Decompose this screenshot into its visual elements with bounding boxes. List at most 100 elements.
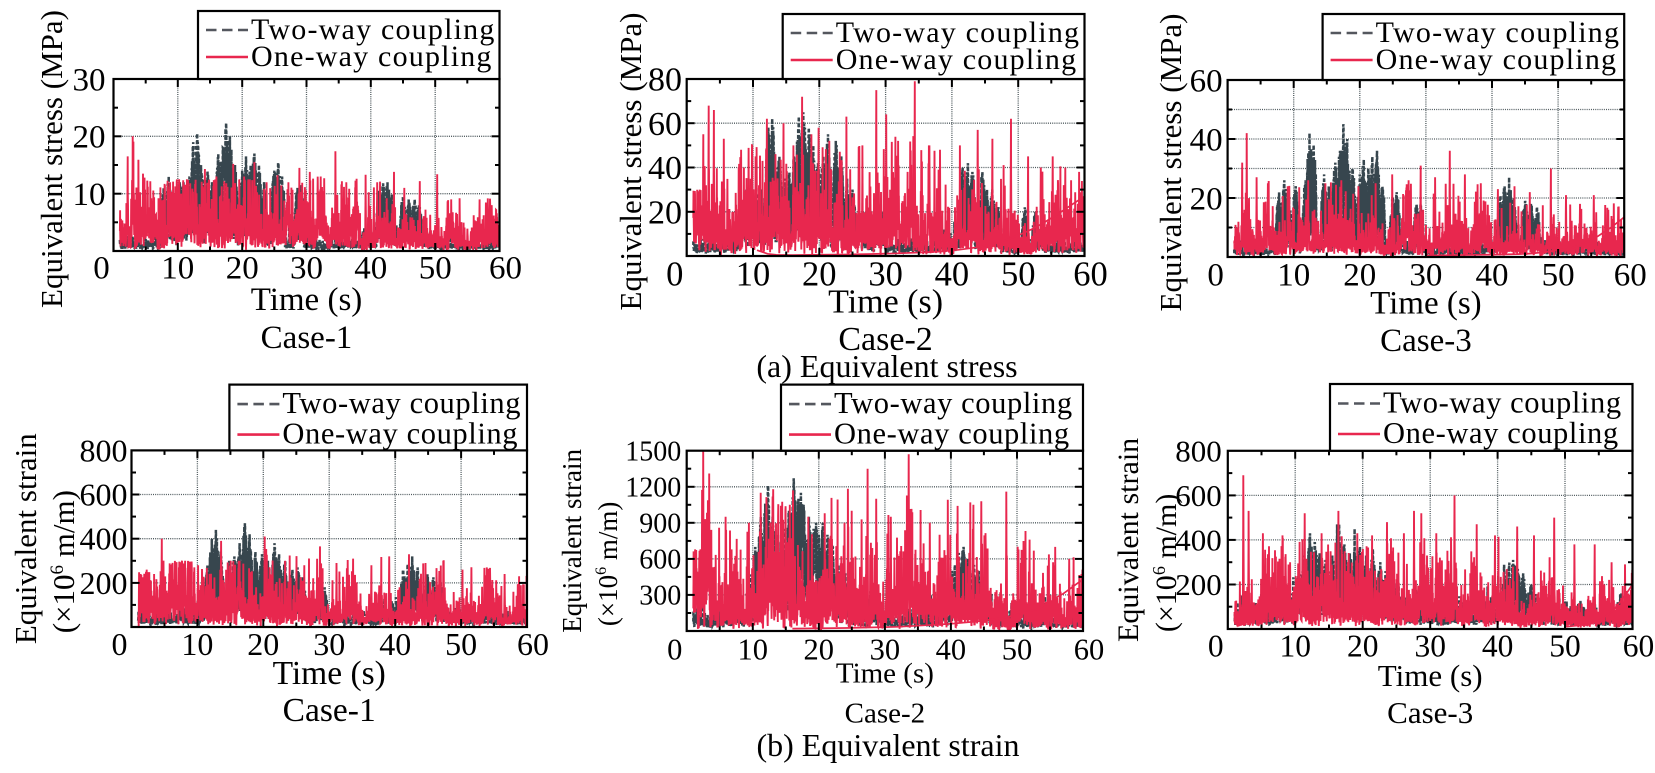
svg-text:Two-way coupling: Two-way coupling [251, 13, 496, 46]
svg-text:60: 60 [1073, 256, 1108, 294]
svg-text:60: 60 [1074, 633, 1105, 667]
svg-text:20: 20 [247, 626, 279, 662]
svg-text:Time (s): Time (s) [836, 658, 934, 690]
svg-text:20: 20 [73, 120, 106, 156]
svg-text:50: 50 [419, 251, 452, 287]
svg-text:40: 40 [1190, 122, 1223, 158]
svg-text:10: 10 [1279, 629, 1311, 664]
svg-text:One-way coupling: One-way coupling [282, 417, 518, 451]
svg-text:40: 40 [1482, 629, 1514, 664]
svg-text:Time (s): Time (s) [828, 284, 943, 321]
svg-text:One-way coupling: One-way coupling [1376, 43, 1618, 76]
svg-text:40: 40 [379, 626, 411, 662]
svg-text:Equivalent strain: Equivalent strain [8, 433, 43, 644]
svg-text:0: 0 [112, 626, 128, 662]
svg-text:Case-1: Case-1 [261, 320, 353, 356]
svg-text:10: 10 [736, 256, 771, 294]
svg-text:50: 50 [1542, 258, 1575, 294]
svg-text:20: 20 [1347, 629, 1379, 664]
svg-text:10: 10 [738, 633, 769, 667]
svg-text:Time (s): Time (s) [1370, 286, 1482, 322]
svg-text:60: 60 [1190, 63, 1223, 99]
svg-text:30: 30 [870, 633, 901, 667]
svg-text:50: 50 [1002, 633, 1033, 667]
svg-text:0: 0 [1207, 258, 1224, 294]
svg-text:30: 30 [313, 626, 345, 662]
svg-text:Two-way coupling: Two-way coupling [836, 16, 1081, 49]
svg-text:40: 40 [354, 251, 387, 287]
svg-text:600: 600 [639, 545, 681, 576]
svg-text:Time (s): Time (s) [251, 282, 363, 318]
svg-text:Case-1: Case-1 [283, 692, 376, 729]
svg-text:Case-3: Case-3 [1387, 695, 1473, 730]
svg-text:20: 20 [648, 195, 682, 232]
svg-text:60: 60 [517, 626, 549, 662]
svg-text:One-way coupling: One-way coupling [1383, 416, 1619, 450]
svg-text:30: 30 [1414, 629, 1446, 664]
svg-text:Time (s): Time (s) [1378, 658, 1483, 693]
svg-text:400: 400 [1175, 523, 1222, 558]
svg-text:1500: 1500 [625, 436, 681, 467]
svg-text:(×106 m/m): (×106 m/m) [593, 502, 623, 626]
svg-text:Case-2: Case-2 [845, 698, 926, 730]
svg-text:40: 40 [1476, 258, 1509, 294]
svg-text:50: 50 [1549, 629, 1581, 664]
svg-text:200: 200 [1175, 567, 1222, 602]
svg-text:600: 600 [1175, 478, 1222, 513]
svg-text:10: 10 [181, 626, 213, 662]
svg-text:One-way coupling: One-way coupling [836, 43, 1078, 76]
svg-text:800: 800 [80, 432, 128, 468]
svg-text:(×106 m/m): (×106 m/m) [1149, 494, 1183, 632]
svg-text:(×106 m/m): (×106 m/m) [46, 490, 81, 633]
svg-text:0: 0 [1208, 629, 1224, 664]
svg-text:Equivalent stress (MPa): Equivalent stress (MPa) [613, 13, 648, 311]
svg-text:200: 200 [80, 565, 128, 601]
svg-text:40: 40 [935, 256, 970, 294]
svg-text:30: 30 [868, 256, 903, 294]
svg-text:800: 800 [1175, 434, 1222, 469]
svg-text:50: 50 [445, 626, 477, 662]
svg-text:60: 60 [1614, 258, 1647, 294]
svg-text:Time (s): Time (s) [273, 655, 386, 692]
svg-text:60: 60 [1623, 629, 1655, 664]
svg-text:One-way coupling: One-way coupling [834, 417, 1070, 451]
svg-text:900: 900 [639, 509, 681, 540]
svg-text:Two-way coupling: Two-way coupling [1383, 386, 1622, 420]
svg-text:20: 20 [802, 256, 837, 294]
svg-text:50: 50 [1001, 256, 1036, 294]
svg-text:One-way coupling: One-way coupling [251, 40, 493, 73]
svg-text:(b) Equivalent strain: (b) Equivalent strain [756, 727, 1019, 763]
svg-text:60: 60 [489, 251, 522, 287]
svg-text:Two-way coupling: Two-way coupling [1376, 16, 1621, 49]
svg-text:0: 0 [93, 251, 110, 287]
svg-text:10: 10 [73, 177, 106, 213]
svg-text:10: 10 [161, 251, 194, 287]
svg-text:Equivalent strain: Equivalent strain [557, 449, 587, 633]
svg-text:1200: 1200 [625, 472, 681, 503]
svg-text:600: 600 [80, 477, 128, 513]
svg-text:Equivalent strain: Equivalent strain [1112, 438, 1145, 642]
svg-text:0: 0 [667, 633, 682, 667]
svg-text:10: 10 [1277, 258, 1310, 294]
svg-text:Equivalent stress (MPa): Equivalent stress (MPa) [1153, 14, 1188, 312]
svg-text:Two-way coupling: Two-way coupling [282, 386, 521, 420]
svg-text:20: 20 [1190, 181, 1223, 217]
svg-text:400: 400 [80, 521, 128, 557]
svg-text:40: 40 [936, 633, 967, 667]
svg-text:60: 60 [648, 106, 682, 143]
svg-text:Case-3: Case-3 [1380, 323, 1472, 359]
svg-text:30: 30 [1409, 258, 1442, 294]
svg-text:Two-way coupling: Two-way coupling [834, 386, 1073, 420]
svg-text:Case-2: Case-2 [838, 321, 932, 358]
svg-text:(a) Equivalent stress: (a) Equivalent stress [756, 348, 1017, 384]
svg-text:0: 0 [666, 256, 683, 294]
svg-text:300: 300 [639, 581, 681, 612]
svg-text:30: 30 [73, 62, 106, 98]
svg-text:20: 20 [226, 251, 259, 287]
svg-text:20: 20 [804, 633, 835, 667]
svg-text:80: 80 [648, 62, 682, 99]
svg-text:Equivalent stress (MPa): Equivalent stress (MPa) [34, 10, 69, 308]
svg-text:30: 30 [290, 251, 323, 287]
svg-text:20: 20 [1343, 258, 1376, 294]
svg-text:40: 40 [648, 150, 682, 187]
